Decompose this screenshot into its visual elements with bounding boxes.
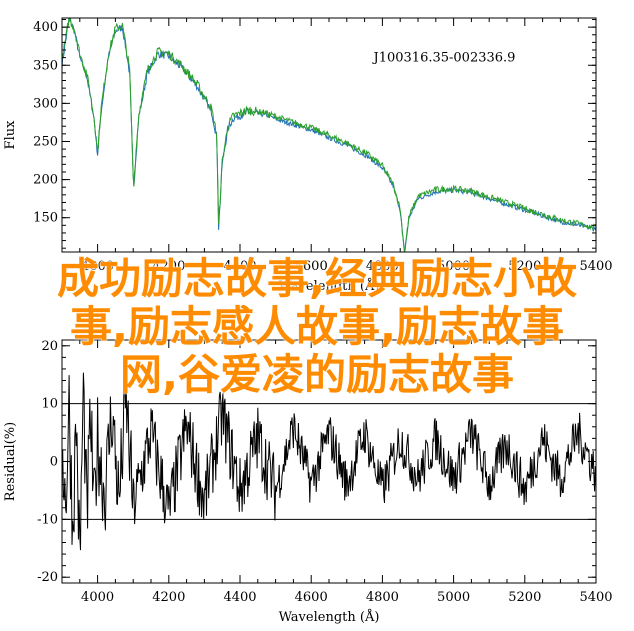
x-tick-label: 4400	[223, 259, 256, 274]
x-tick-label: 4000	[81, 259, 114, 274]
residual-panel: 4000 4200 4400 4600 4800 5000 5200 5400 Waveleng…	[3, 339, 613, 625]
x-tick-label: 5200	[508, 590, 541, 605]
overlay-title-line-3: 网,谷爱凌的励志故事	[120, 350, 514, 399]
y-tick-label: 400	[33, 20, 58, 35]
x-tick-label: 4800	[366, 259, 399, 274]
x-axis-label: Wavelength (Å)	[279, 278, 380, 294]
y-tick-label: 0	[50, 455, 58, 470]
y-tick-label: -20	[37, 570, 58, 585]
x-tick-label: 4400	[223, 590, 256, 605]
x-tick-label: 4000	[81, 590, 114, 605]
y-tick-label: 10	[41, 397, 58, 412]
plot-area	[62, 18, 596, 252]
y-tick-label: 200	[33, 173, 58, 188]
y-axis-label: Flux	[3, 120, 18, 150]
y-tick-label: 300	[33, 96, 58, 111]
x-tick-label: 4800	[366, 590, 399, 605]
x-tick-label: 5000	[437, 590, 470, 605]
overlay-title-line-1: 成功励志故事,经典励志小故	[57, 254, 577, 303]
series-line-2	[62, 18, 596, 252]
x-tick-label: 4200	[152, 259, 185, 274]
plot-area	[62, 368, 596, 551]
spectrum-id-annotation: J100316.35-002336.9	[372, 50, 516, 65]
x-tick-label: 5400	[579, 590, 612, 605]
x-tick-label: 5000	[437, 259, 470, 274]
y-tick-label: 20	[41, 339, 58, 354]
y-tick-label: 150	[33, 211, 58, 226]
x-axis-label: Wavelength (Å)	[279, 609, 380, 625]
y-tick-label: 250	[33, 134, 58, 149]
y-axis-label: Residual(%)	[3, 422, 18, 501]
x-tick-label: 5400	[579, 259, 612, 274]
x-tick-label: 5200	[508, 259, 541, 274]
overlay-title-line-2: 事,励志感人故事,励志故事	[70, 302, 564, 351]
x-tick-label: 4600	[295, 259, 328, 274]
y-tick-label: 350	[33, 58, 58, 73]
x-tick-label: 4200	[152, 590, 185, 605]
x-tick-label: 4600	[295, 590, 328, 605]
flux-panel: 4000 4200 4400 4600 4800 5000 5200 5400 Waveleng…	[3, 17, 613, 294]
y-tick-label: -10	[37, 512, 58, 527]
series-line-1	[62, 368, 596, 551]
series-line-1	[62, 18, 596, 252]
